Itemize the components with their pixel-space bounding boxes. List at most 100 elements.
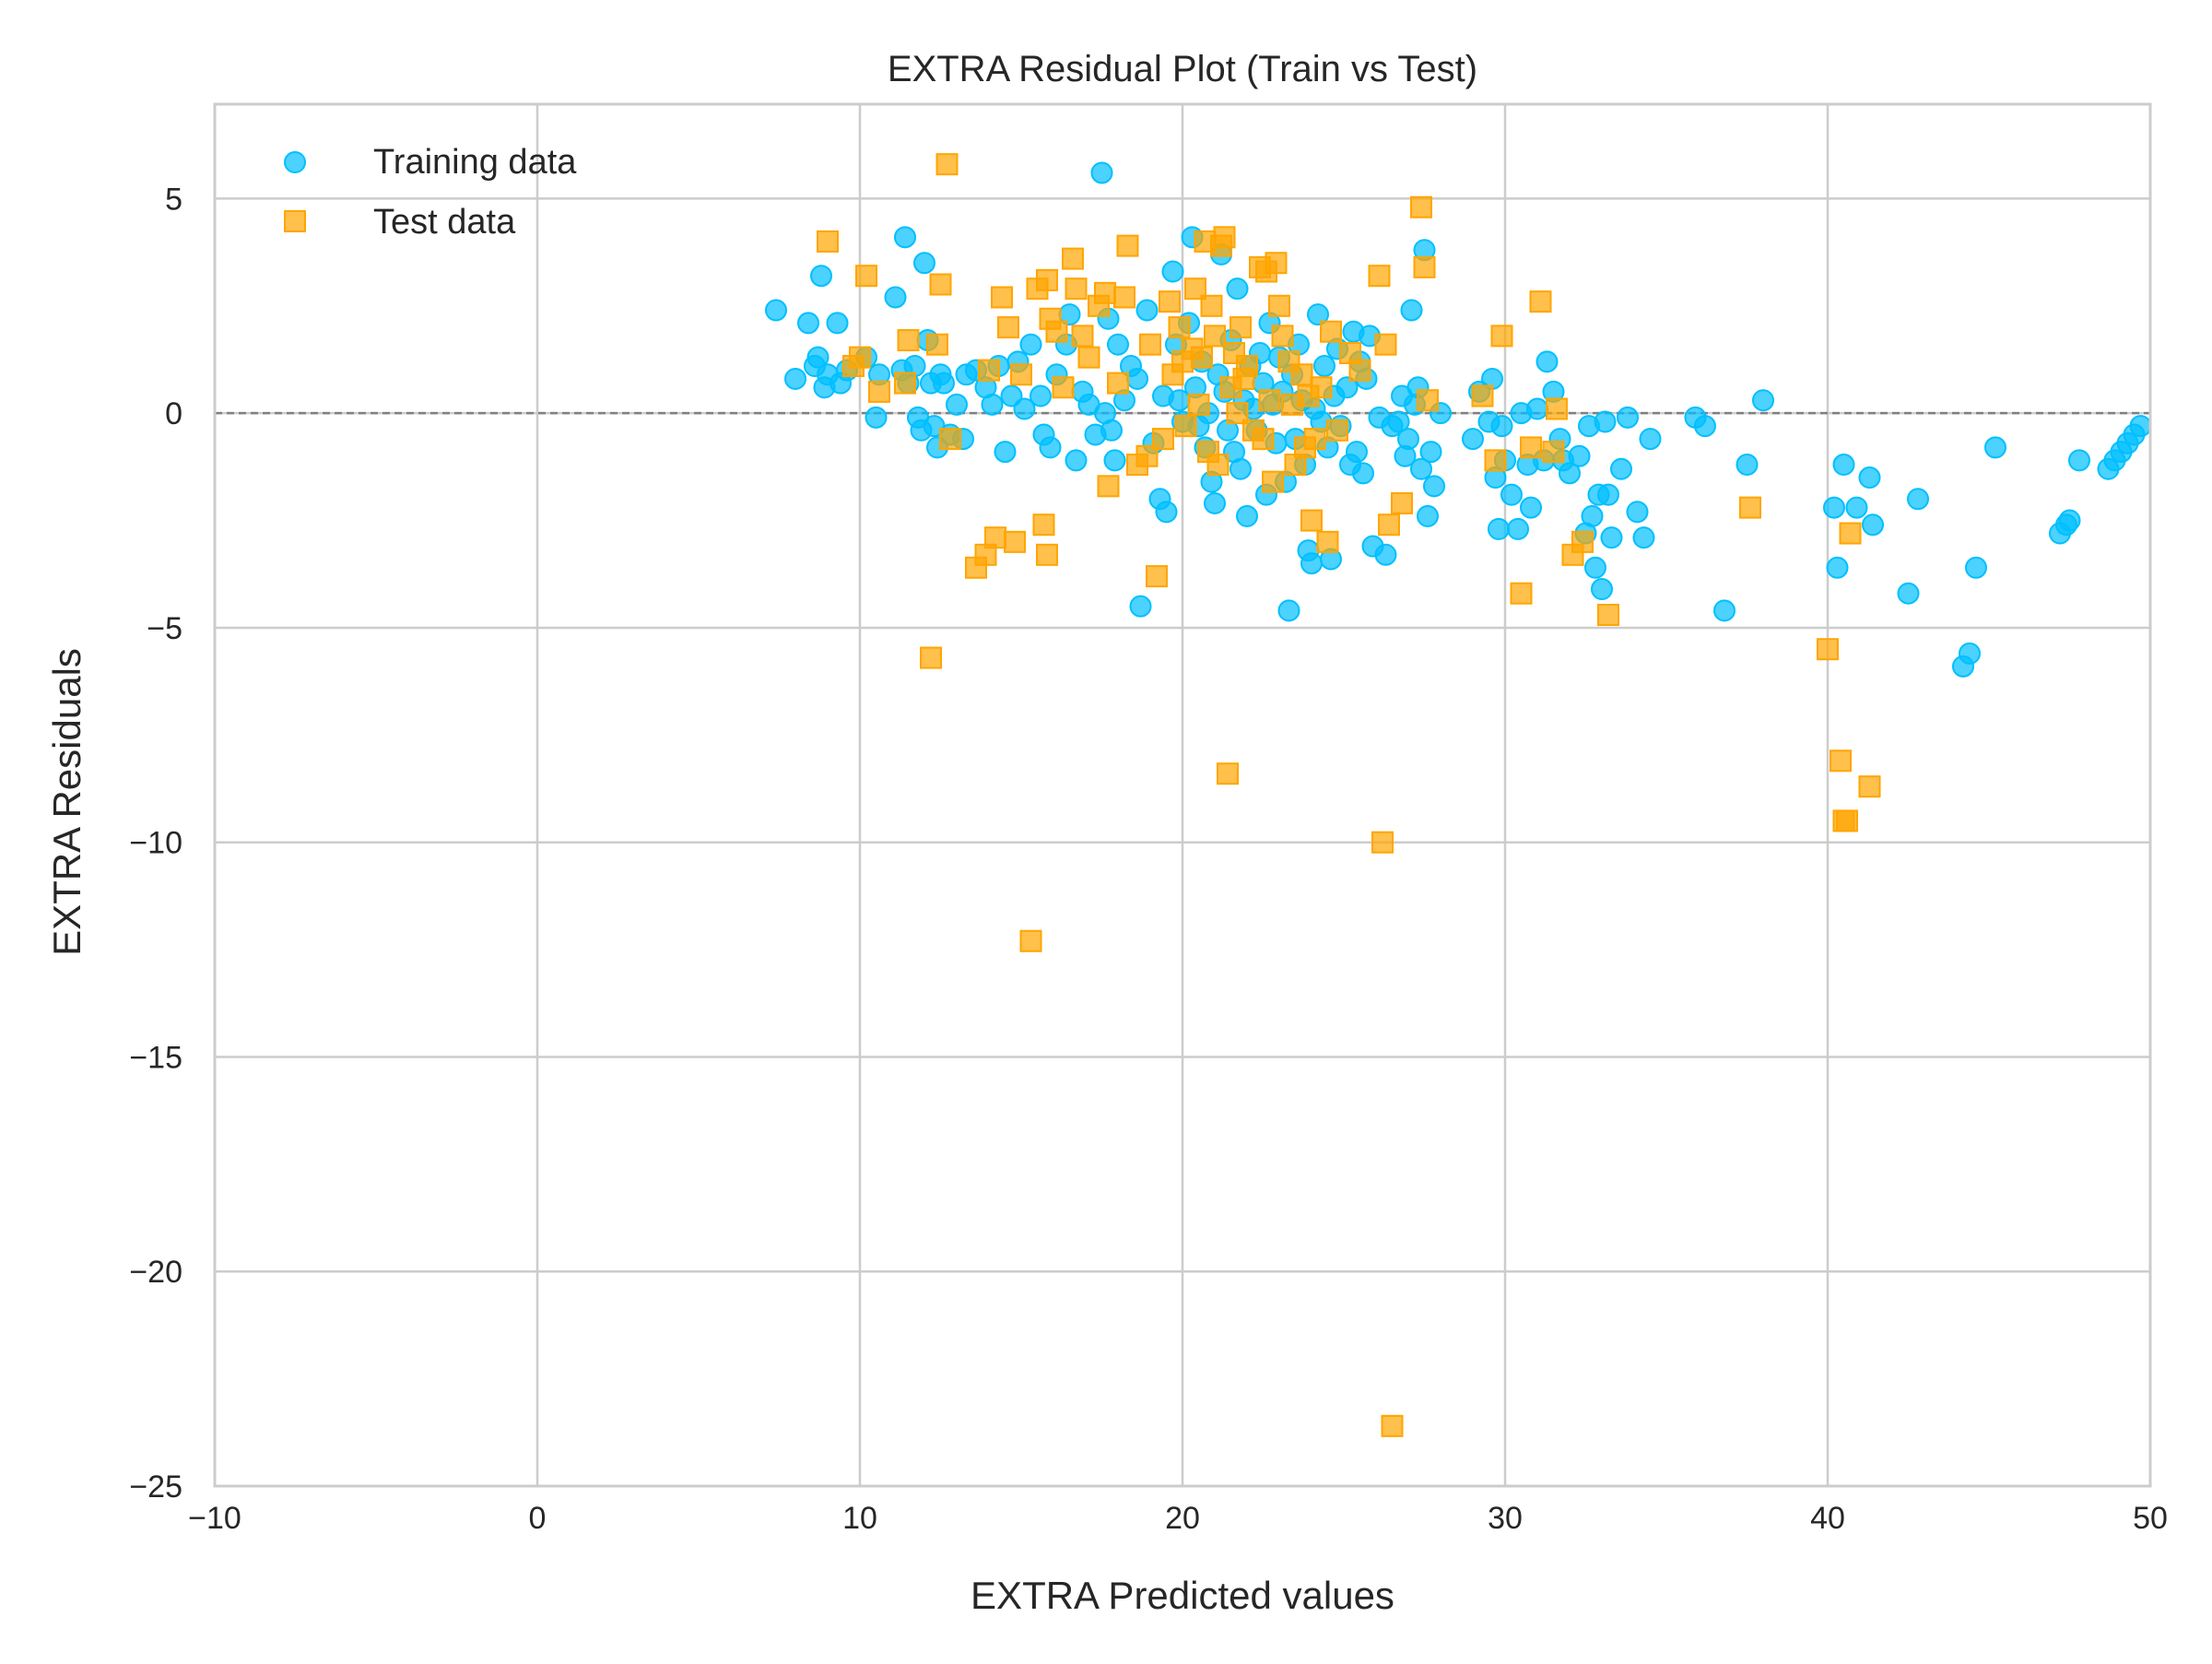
training-point	[1617, 406, 1639, 429]
test-point	[868, 380, 890, 403]
training-point	[1300, 552, 1323, 575]
training-point	[1397, 428, 1419, 451]
test-point	[1571, 530, 1594, 553]
y-axis-label: EXTRA Residuals	[45, 648, 88, 956]
training-point	[1065, 449, 1088, 472]
training-point	[1845, 496, 1868, 519]
y-tick-label: −20	[129, 1255, 182, 1290]
test-point	[1213, 226, 1236, 249]
training-point	[1500, 483, 1523, 506]
test-point	[1529, 290, 1552, 313]
training-point	[1959, 642, 1981, 665]
test-point	[1094, 281, 1116, 304]
test-point	[929, 273, 952, 296]
training-point	[1897, 582, 1920, 605]
test-point	[1839, 522, 1862, 545]
training-point	[1632, 526, 1655, 549]
test-point	[1262, 470, 1284, 493]
legend-training-label: Training data	[373, 143, 577, 182]
training-point	[1107, 333, 1129, 356]
test-point	[1152, 428, 1174, 451]
test-point	[1290, 363, 1313, 386]
training-point	[1226, 277, 1249, 301]
test-point	[1326, 419, 1348, 442]
training-point	[2068, 449, 2090, 472]
training-point	[1559, 462, 1581, 485]
test-point	[1597, 603, 1619, 626]
test-point	[1236, 354, 1258, 377]
training-point	[1155, 501, 1178, 524]
training-point	[1236, 504, 1258, 527]
x-tick-label: 50	[2133, 1501, 2168, 1536]
training-point	[1161, 260, 1184, 283]
training-point	[1335, 376, 1359, 399]
test-point	[1371, 831, 1394, 854]
training-point	[1462, 428, 1484, 451]
test-point	[1004, 530, 1026, 553]
training-point	[1520, 496, 1542, 519]
training-point	[1591, 578, 1613, 601]
training-point	[1374, 543, 1397, 566]
y-tick-label: −25	[129, 1469, 182, 1505]
test-point	[1191, 346, 1213, 369]
x-tick-label: 0	[529, 1501, 547, 1536]
training-point	[1204, 491, 1226, 514]
training-point	[1019, 333, 1042, 356]
test-point	[1520, 436, 1542, 459]
training-point	[1597, 483, 1619, 506]
y-tick-label: 0	[165, 396, 182, 431]
test-point	[1045, 320, 1068, 343]
training-point	[1417, 504, 1439, 527]
training-point	[994, 441, 1017, 464]
test-point	[1417, 389, 1439, 412]
test-point	[1374, 333, 1397, 356]
training-point	[1490, 415, 1513, 438]
test-point	[1230, 316, 1252, 339]
y-tick-label: −5	[147, 611, 182, 646]
y-tick-label: −10	[129, 826, 182, 861]
test-point	[1300, 509, 1323, 532]
training-point	[1313, 354, 1335, 377]
test-point	[1413, 255, 1436, 278]
legend-training-marker	[284, 151, 306, 173]
test-point	[1378, 513, 1400, 537]
training-point	[913, 252, 935, 275]
test-point	[1268, 294, 1290, 317]
training-point	[2129, 415, 2152, 438]
test-point	[1010, 363, 1032, 386]
test-point	[978, 359, 1000, 382]
test-data-points	[817, 153, 1881, 1437]
test-point	[1410, 195, 1432, 218]
test-point	[1271, 325, 1294, 348]
test-point	[1471, 384, 1494, 407]
training-point	[884, 286, 907, 309]
test-point	[1817, 638, 1839, 661]
y-tick-labels: −25 −20 −15 −10 −5 0 5	[129, 182, 182, 1505]
test-point	[1036, 543, 1058, 566]
training-point	[1100, 419, 1123, 442]
test-point	[920, 646, 942, 669]
training-point	[1826, 556, 1849, 579]
training-point	[1584, 556, 1606, 579]
test-point	[1226, 402, 1249, 425]
training-point	[1965, 556, 1987, 579]
training-point	[1030, 384, 1052, 407]
training-point	[1639, 428, 1662, 451]
test-point	[1316, 530, 1339, 553]
test-point	[1348, 359, 1371, 382]
test-point	[1113, 286, 1135, 309]
training-point	[1488, 517, 1510, 540]
test-point	[1858, 775, 1881, 798]
training-point	[1039, 436, 1062, 459]
y-tick-label: −15	[129, 1040, 182, 1075]
test-point	[939, 428, 961, 451]
training-point	[1507, 517, 1529, 540]
training-point	[1862, 513, 1884, 537]
test-point	[855, 265, 877, 288]
test-point	[1019, 929, 1042, 952]
training-point	[1735, 454, 1759, 477]
test-point	[1116, 234, 1139, 257]
training-point	[1135, 299, 1159, 322]
test-point	[991, 286, 1013, 309]
